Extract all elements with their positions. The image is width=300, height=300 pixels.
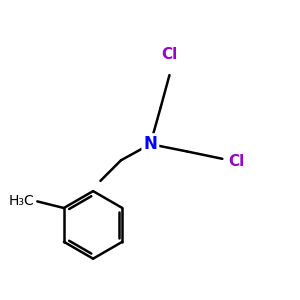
Text: Cl: Cl bbox=[228, 154, 244, 169]
Text: Cl: Cl bbox=[161, 47, 178, 62]
Text: H₃C: H₃C bbox=[9, 194, 34, 208]
Text: N: N bbox=[143, 135, 157, 153]
